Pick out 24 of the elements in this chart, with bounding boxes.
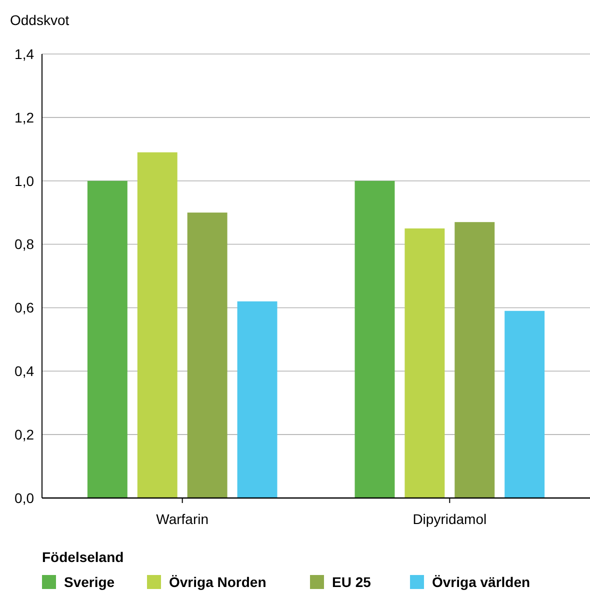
bar [454,222,495,498]
y-tick-label: 0,6 [14,300,34,316]
bar [137,152,178,498]
y-tick-label: 1,0 [14,172,34,189]
y-tick-label: 0,4 [14,363,34,380]
legend-label: Övriga Norden [169,574,266,590]
legend-label: Övriga världen [432,574,530,590]
y-tick-label: 1,2 [14,109,34,126]
x-tick-label: Warfarin [156,511,209,527]
y-tick-label: 1,4 [14,46,34,62]
bar [504,310,545,498]
y-axis-title: Oddskvot [10,12,70,28]
legend-title: Födelseland [42,549,124,565]
y-tick-label: 0,0 [14,490,34,506]
legend-label: Sverige [64,574,115,590]
legend-label: EU 25 [332,574,372,590]
bar [187,212,228,498]
bar [404,228,445,498]
y-tick-label: 0,8 [14,236,34,252]
bar [237,301,278,498]
bar [354,180,395,498]
x-tick-label: Dipyridamol [412,511,487,527]
bar [87,180,128,498]
y-tick-label: 0,2 [14,426,34,442]
